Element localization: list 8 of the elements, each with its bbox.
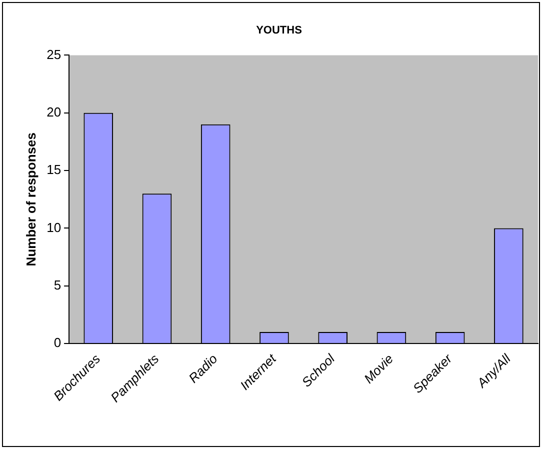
y-tick-label: 25 <box>46 46 62 62</box>
y-tick-label: 5 <box>54 277 62 292</box>
y-axis-title: Number of responses <box>23 132 38 266</box>
y-tick-label: 20 <box>46 104 62 120</box>
y-tick-label: 0 <box>54 335 62 350</box>
chart-title: YOUTHS <box>256 24 302 37</box>
y-tick-label: 10 <box>46 220 62 235</box>
y-tick-label: 15 <box>46 162 62 178</box>
